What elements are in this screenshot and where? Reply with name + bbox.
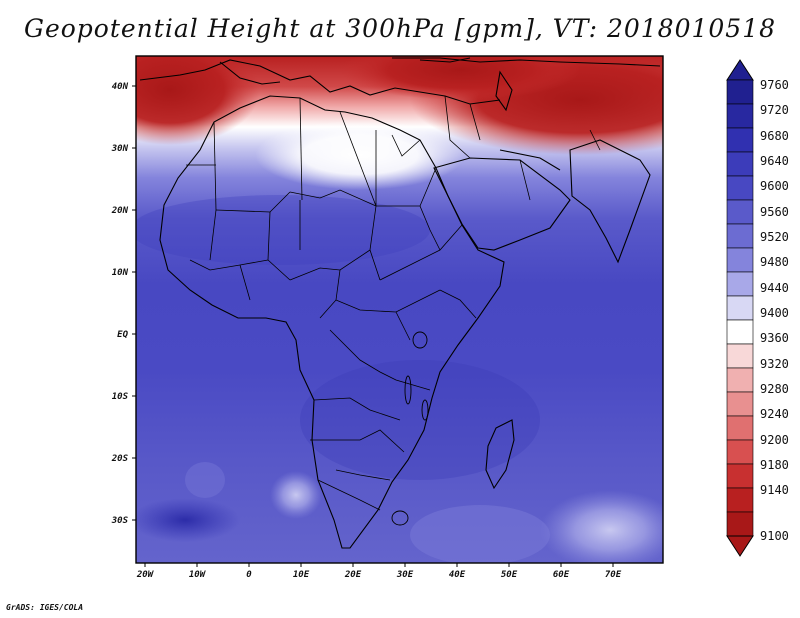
y-tick-label: 10S — [112, 392, 129, 402]
y-tick-label: 20N — [111, 206, 129, 216]
credit-text: GrADS: IGES/COLA — [6, 603, 84, 612]
colorbar-swatch — [726, 271, 754, 297]
colorbar-label: 9320 — [760, 357, 789, 371]
colorbar-label: 9140 — [760, 483, 789, 497]
colorbar-swatch — [726, 487, 754, 513]
colorbar-swatch — [726, 151, 754, 177]
colorbar-label: 9600 — [760, 179, 789, 193]
x-tick-label: 10E — [293, 570, 310, 580]
y-tick-label: 30N — [111, 144, 129, 154]
colorbar-label: 9240 — [760, 407, 789, 421]
x-axis: 20W 10W 0 10E 20E 30E 40E 50E 60E 70E — [136, 563, 622, 580]
map-title: Geopotential Height at 300hPa [gpm], VT:… — [23, 14, 777, 43]
y-tick-label: EQ — [117, 330, 128, 340]
country-borders — [186, 95, 601, 511]
x-tick-label: 30E — [396, 570, 414, 580]
colorbar-swatch — [726, 247, 754, 273]
y-tick-label: 10N — [112, 268, 129, 278]
colorbar-swatch — [726, 319, 754, 345]
colorbar-label: 9180 — [760, 458, 789, 472]
colorbar-label: 9440 — [760, 281, 789, 295]
x-tick-label: 20W — [136, 570, 155, 580]
plot-frame — [135, 55, 664, 564]
x-tick-label: 0 — [246, 570, 252, 580]
colorbar-swatch — [726, 439, 754, 465]
colorbar-label: 9720 — [760, 103, 789, 117]
x-tick-label: 70E — [605, 570, 622, 580]
x-tick-label: 20E — [344, 570, 362, 580]
colorbar-swatch — [726, 127, 754, 153]
colorbar-swatch — [726, 79, 754, 105]
colorbar-swatch — [726, 295, 754, 321]
colorbar-swatch — [726, 463, 754, 489]
y-tick-label: 20S — [111, 454, 129, 464]
colorbar-swatch — [726, 223, 754, 249]
colorbar-swatch — [726, 103, 754, 129]
colorbar-label: 9360 — [760, 331, 789, 345]
colorbar-swatch — [726, 415, 754, 441]
colorbar-label: 9100 — [760, 529, 789, 543]
x-tick-label: 50E — [501, 570, 518, 580]
x-tick-label: 10W — [189, 570, 207, 580]
colorbar-label: 9640 — [760, 154, 789, 168]
coastlines — [139, 57, 661, 549]
y-tick-label: 30S — [111, 516, 129, 526]
colorbar: 9760 9720 9680 9640 9600 9560 9520 9480 … — [726, 59, 789, 557]
y-tick-label: 40N — [112, 82, 129, 92]
colorbar-label: 9560 — [760, 205, 789, 219]
colorbar-label: 9280 — [760, 382, 789, 396]
x-tick-label: 60E — [553, 570, 570, 580]
colorbar-label: 9200 — [760, 433, 789, 447]
lakes — [391, 331, 429, 526]
colorbar-swatch — [726, 391, 754, 417]
colorbar-swatch — [726, 367, 754, 393]
colorbar-label: 9680 — [760, 129, 789, 143]
colorbar-swatch — [726, 199, 754, 225]
colorbar-swatch — [726, 343, 754, 369]
colorbar-label: 9760 — [760, 78, 789, 92]
y-axis: 40N 30N 20N 10N EQ 10S 20S 30S — [111, 82, 136, 526]
height-field — [136, 56, 663, 563]
colorbar-bottom-arrow — [726, 535, 754, 557]
colorbar-label: 9520 — [760, 230, 789, 244]
colorbar-label: 9400 — [760, 306, 789, 320]
colorbar-swatch — [726, 511, 754, 537]
colorbar-swatch — [726, 175, 754, 201]
x-tick-label: 40E — [449, 570, 466, 580]
colorbar-label: 9480 — [760, 255, 789, 269]
colorbar-top-arrow — [726, 59, 754, 81]
